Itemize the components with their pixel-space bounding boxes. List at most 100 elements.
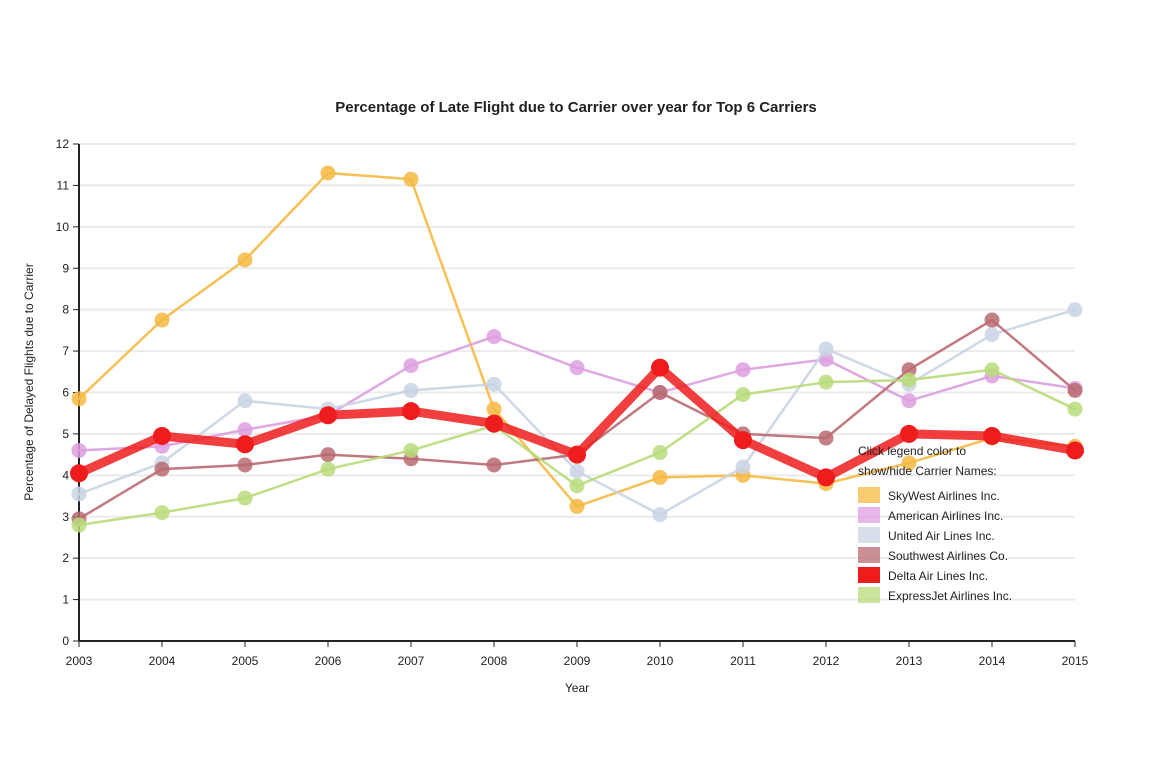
data-point	[154, 461, 170, 477]
data-point	[153, 426, 171, 445]
data-point	[735, 387, 751, 403]
data-point	[486, 457, 502, 473]
data-point	[319, 406, 337, 425]
series-delta-air-lines-inc	[70, 358, 1084, 487]
data-point	[71, 442, 87, 458]
data-point	[901, 372, 917, 388]
y-axis-label: Percentage of Delayed Flights due to Car…	[22, 263, 36, 500]
legend-swatch-united-air-lines-inc[interactable]	[858, 527, 880, 543]
data-point	[1066, 441, 1084, 460]
data-point	[320, 447, 336, 463]
data-point	[1067, 401, 1083, 417]
x-tick-label: 2006	[315, 654, 342, 668]
y-tick-label: 8	[62, 303, 69, 317]
x-tick-label: 2005	[232, 654, 259, 668]
x-tick-label: 2013	[896, 654, 923, 668]
data-point	[237, 422, 253, 438]
data-point	[652, 469, 668, 485]
x-tick-label: 2012	[813, 654, 840, 668]
gridlines	[79, 143, 1075, 601]
data-point	[569, 360, 585, 376]
data-point	[652, 507, 668, 523]
x-tick-label: 2010	[647, 654, 674, 668]
data-point	[154, 312, 170, 328]
y-tick-label: 12	[56, 137, 70, 151]
legend-label-american-airlines-inc: American Airlines Inc.	[888, 509, 1003, 523]
data-point	[569, 463, 585, 479]
chart-title: Percentage of Late Flight due to Carrier…	[335, 99, 817, 116]
y-tick-label: 5	[62, 427, 69, 441]
data-point	[984, 312, 1000, 328]
x-tick-label: 2011	[730, 654, 756, 668]
y-tick-label: 6	[62, 386, 69, 400]
series-american-airlines-inc	[71, 329, 1083, 458]
data-point	[320, 461, 336, 477]
data-point	[236, 435, 254, 454]
y-tick-label: 3	[62, 510, 69, 524]
data-point	[818, 374, 834, 390]
x-axis-label: Year	[565, 681, 589, 695]
data-point	[237, 393, 253, 409]
x-tick-label: 2007	[398, 654, 425, 668]
y-tick-label: 1	[62, 593, 69, 607]
data-point	[984, 327, 1000, 343]
y-tick-label: 11	[57, 178, 70, 192]
legend-swatch-expressjet-airlines-inc[interactable]	[858, 587, 880, 603]
data-point	[735, 459, 751, 475]
data-point	[71, 486, 87, 502]
legend-swatch-skywest-airlines-inc[interactable]	[858, 487, 880, 503]
data-point	[1067, 382, 1083, 398]
data-point	[569, 498, 585, 514]
data-point	[900, 424, 918, 443]
y-tick-label: 10	[56, 220, 70, 234]
legend-label-delta-air-lines-inc: Delta Air Lines Inc.	[888, 569, 988, 583]
data-point	[486, 376, 502, 392]
data-point	[402, 402, 420, 421]
x-tick-label: 2004	[149, 654, 176, 668]
data-point	[735, 362, 751, 378]
data-point	[818, 341, 834, 357]
data-point	[817, 468, 835, 487]
data-point	[984, 362, 1000, 378]
y-tick-label: 9	[62, 261, 69, 275]
data-point	[818, 430, 834, 446]
legend-swatch-southwest-airlines-co[interactable]	[858, 547, 880, 563]
data-point	[485, 414, 503, 433]
data-point	[734, 431, 752, 450]
data-point	[237, 457, 253, 473]
y-tick-label: 7	[62, 344, 69, 358]
data-point	[569, 478, 585, 494]
data-point	[901, 393, 917, 409]
data-point	[154, 505, 170, 521]
data-point	[486, 401, 502, 417]
data-point	[901, 455, 917, 471]
data-point	[651, 358, 669, 377]
legend-label-expressjet-airlines-inc: ExpressJet Airlines Inc.	[888, 589, 1012, 603]
data-point	[320, 165, 336, 181]
data-point	[1067, 302, 1083, 318]
y-tick-label: 4	[62, 468, 69, 482]
data-point	[237, 490, 253, 506]
data-point	[237, 252, 253, 268]
x-tick-label: 2009	[564, 654, 591, 668]
y-tick-label: 0	[62, 634, 69, 648]
series-layer	[70, 165, 1084, 533]
legend-swatch-delta-air-lines-inc[interactable]	[858, 567, 880, 583]
legend: Click legend color to show/hide Carrier …	[858, 444, 1012, 603]
legend-label-southwest-airlines-co: Southwest Airlines Co.	[888, 549, 1008, 563]
data-point	[70, 464, 88, 483]
x-tick-label: 2008	[481, 654, 508, 668]
data-point	[71, 517, 87, 533]
y-tick-label: 2	[62, 551, 69, 565]
data-point	[403, 171, 419, 187]
data-point	[403, 442, 419, 458]
x-tick-label: 2014	[979, 654, 1006, 668]
x-tick-label: 2003	[66, 654, 93, 668]
legend-swatch-american-airlines-inc[interactable]	[858, 507, 880, 523]
data-point	[71, 391, 87, 407]
data-point	[652, 385, 668, 400]
legend-note-line-2: show/hide Carrier Names:	[858, 464, 997, 478]
legend-note-line-1: Click legend color to	[858, 444, 966, 458]
